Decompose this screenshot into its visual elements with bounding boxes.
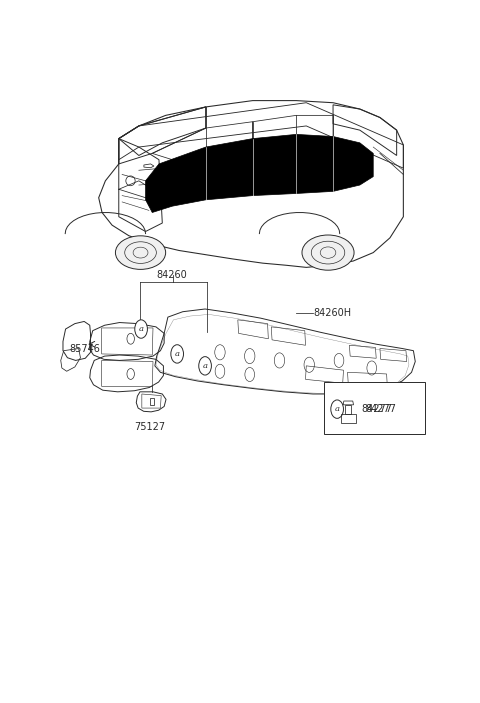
- Ellipse shape: [302, 235, 354, 270]
- Circle shape: [135, 320, 147, 338]
- Text: 85746: 85746: [69, 344, 100, 354]
- Ellipse shape: [115, 236, 166, 269]
- Circle shape: [171, 344, 183, 363]
- Text: 84277: 84277: [365, 404, 396, 414]
- Text: a: a: [175, 350, 180, 358]
- Text: 75127: 75127: [134, 422, 166, 432]
- Text: 84277: 84277: [361, 404, 392, 414]
- Text: 84260H: 84260H: [313, 308, 351, 318]
- Text: 84260: 84260: [156, 270, 187, 280]
- Polygon shape: [145, 134, 373, 212]
- Circle shape: [331, 400, 344, 418]
- Circle shape: [199, 356, 211, 375]
- Text: a: a: [335, 405, 340, 413]
- Text: a: a: [203, 362, 207, 370]
- Text: a: a: [139, 325, 144, 333]
- FancyBboxPatch shape: [324, 382, 424, 434]
